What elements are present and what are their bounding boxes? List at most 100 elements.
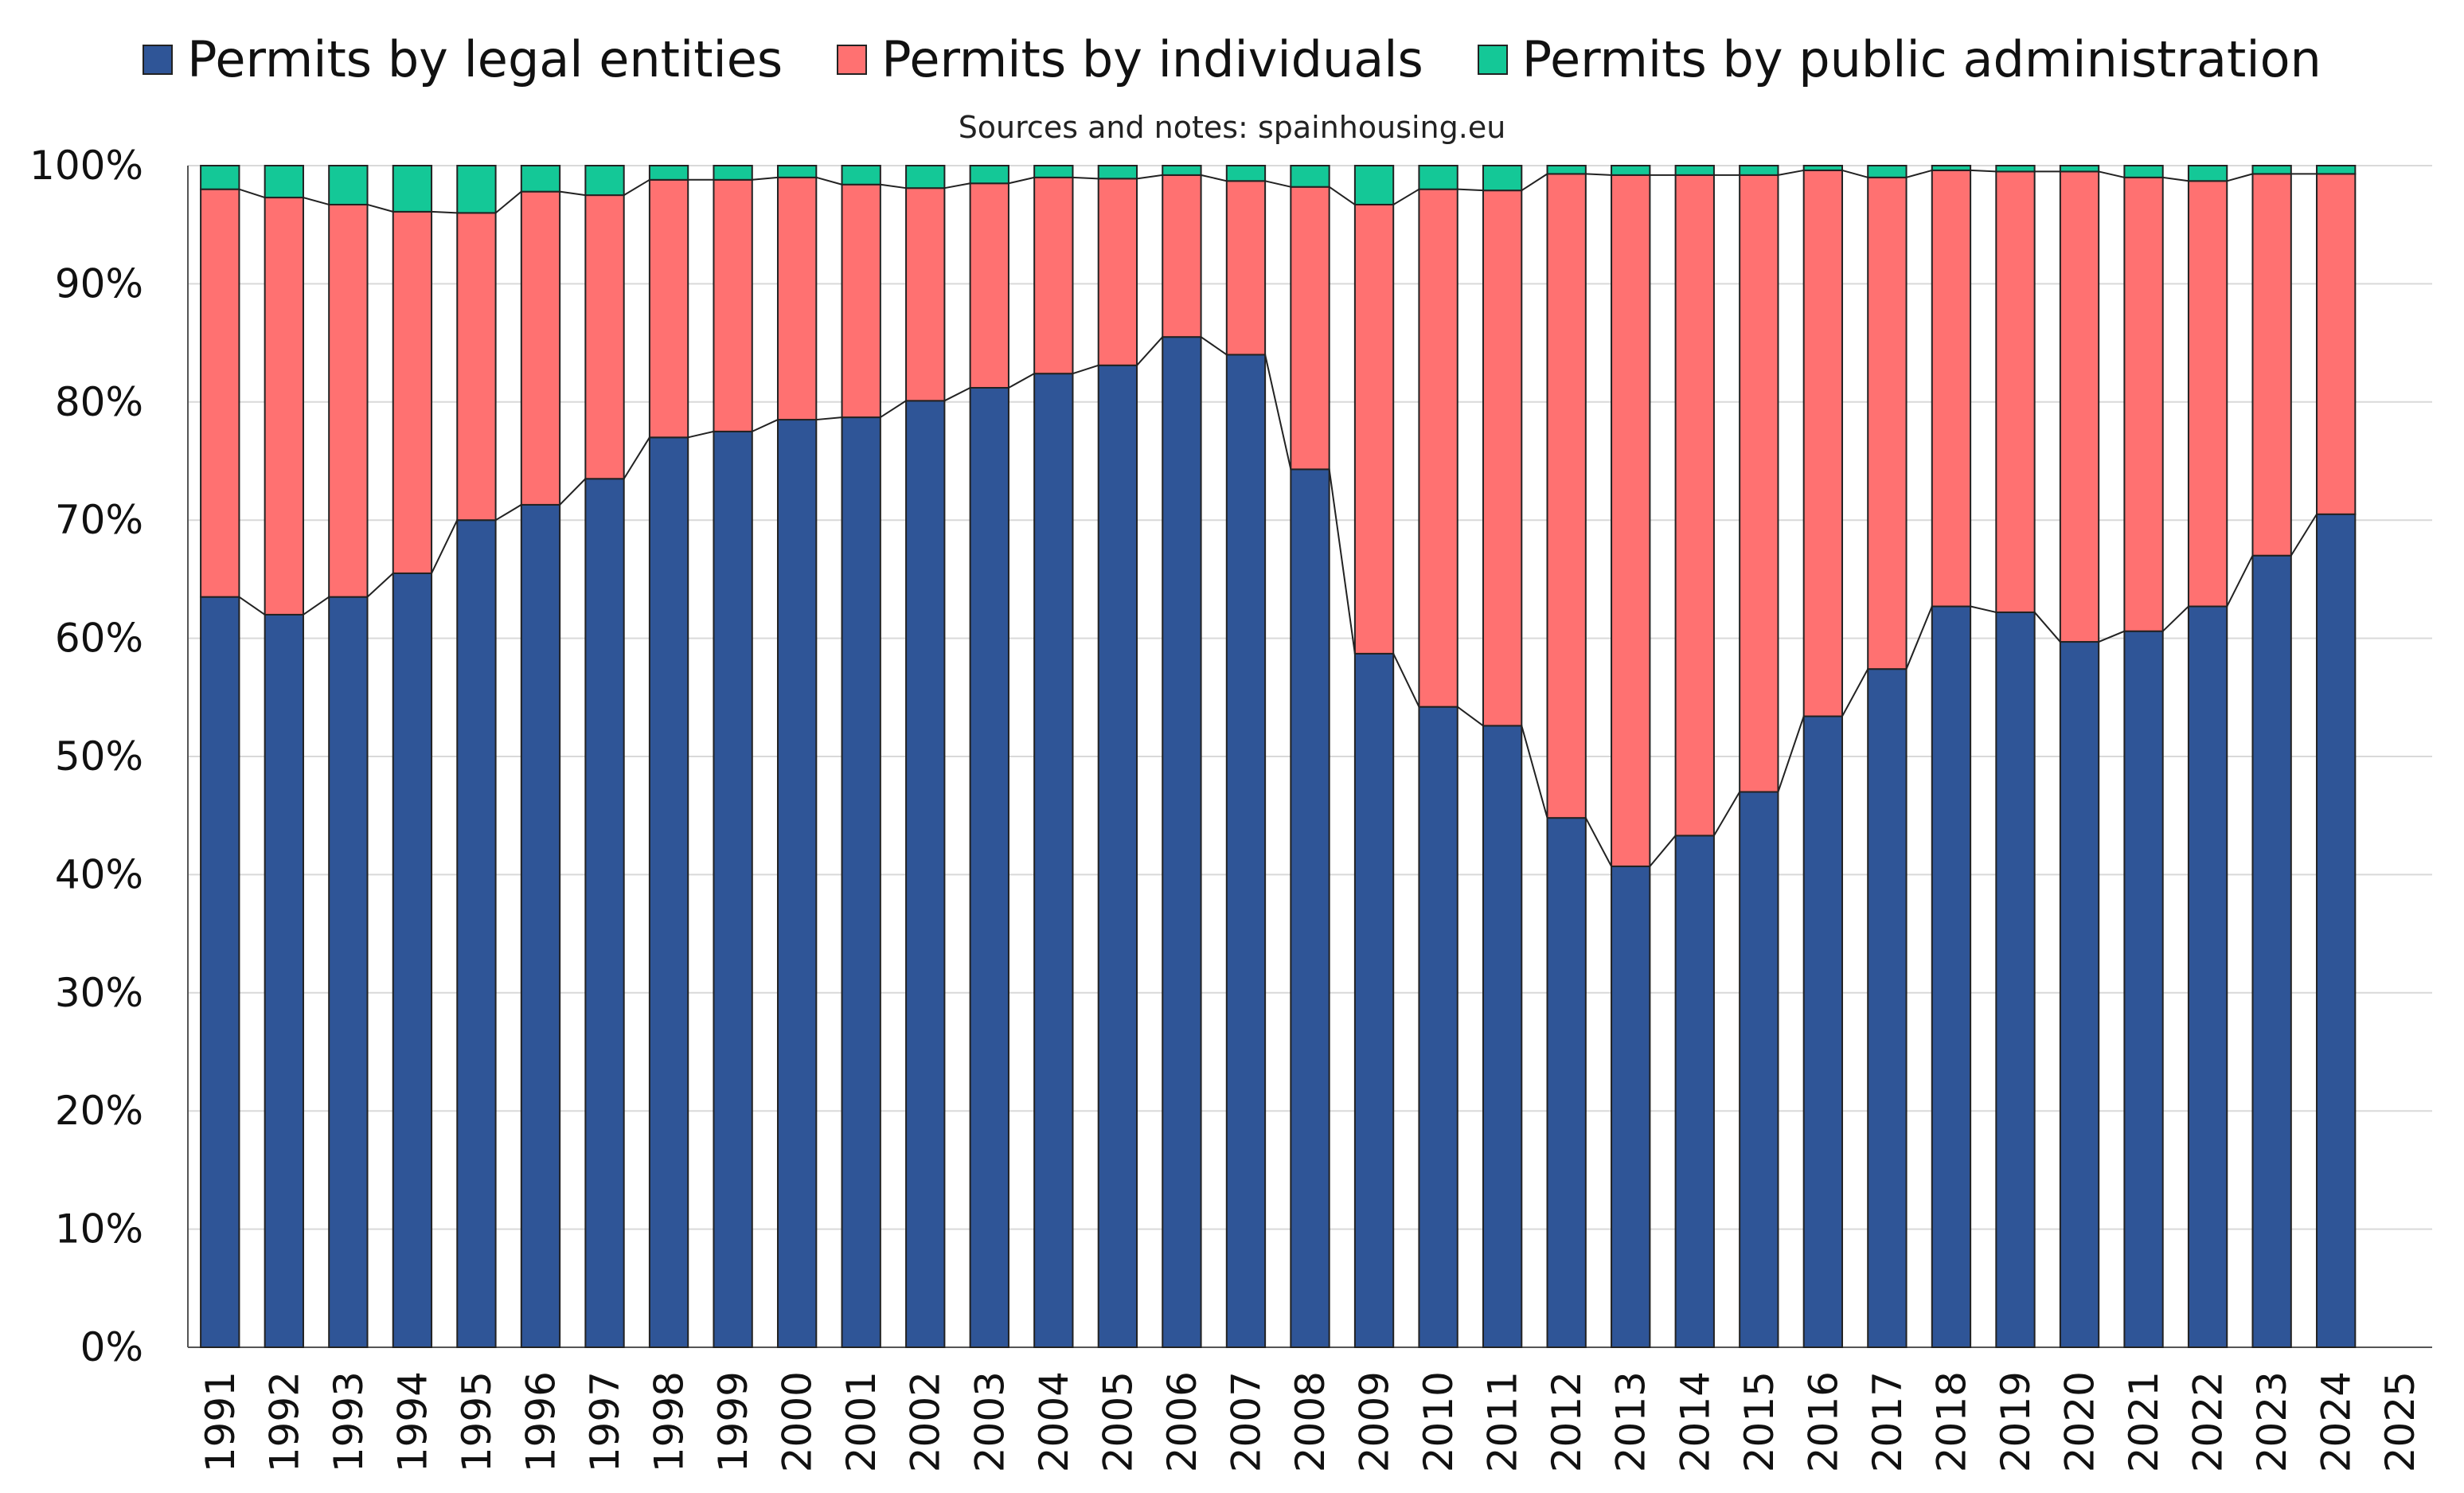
bar-segment: [648, 165, 689, 181]
series-connector: [239, 188, 265, 199]
bar-segment: [1611, 866, 1651, 1348]
bar-segment: [1931, 169, 1972, 608]
bar-segment: [1802, 169, 1844, 717]
series-connector: [816, 416, 842, 421]
bar-segment: [1097, 364, 1138, 1348]
series-connector: [2033, 612, 2061, 643]
bar-segment: [264, 613, 304, 1348]
bar-segment: [1225, 354, 1267, 1349]
legend-label: Permits by public administration: [1521, 30, 2321, 88]
series-connector: [623, 436, 650, 479]
legend-label: Permits by legal entities: [187, 30, 783, 88]
bar-segment: [713, 178, 753, 432]
y-tick-label: 10%: [55, 1206, 143, 1253]
bar-segment: [713, 430, 753, 1348]
series-connector: [1008, 373, 1035, 389]
series-connector: [1584, 817, 1612, 867]
bar-segment: [1033, 176, 1074, 375]
bar-segment: [456, 165, 497, 214]
series-connector: [431, 210, 458, 214]
series-connector: [943, 387, 971, 402]
legend-swatch-public-administration: [1477, 44, 1508, 75]
series-connector: [1201, 174, 1228, 182]
bar-segment: [1353, 165, 1395, 205]
bar-segment: [1225, 165, 1267, 182]
series-connector: [1777, 716, 1805, 792]
series-connector: [944, 182, 970, 190]
series-connector: [559, 478, 587, 506]
legend-item-individuals: Permits by individuals: [837, 30, 1423, 88]
x-tick-label: 1991: [197, 1371, 244, 1472]
bar-segment: [841, 183, 881, 419]
series-connector: [1264, 354, 1292, 470]
bar-segment: [1546, 173, 1587, 819]
bar-segment: [905, 187, 946, 402]
bar-segment: [520, 190, 561, 506]
bar-segment: [1867, 668, 1908, 1348]
bar-segment: [969, 386, 1009, 1349]
bar-segment: [456, 212, 497, 522]
bar-segment: [2251, 173, 2292, 557]
bar-segment: [2187, 165, 2228, 182]
y-tick-label: 100%: [29, 143, 143, 189]
x-tick-label: 2015: [1736, 1371, 1783, 1472]
x-tick-label: 2012: [1544, 1371, 1590, 1472]
x-tick-label: 2023: [2249, 1371, 2295, 1472]
bar-segment: [2123, 630, 2164, 1348]
bar-segment: [1611, 174, 1651, 868]
bar-segment: [2059, 170, 2100, 643]
bar-segment: [1995, 170, 2036, 613]
series-connector: [367, 204, 394, 213]
series-connector: [303, 596, 330, 616]
bar-segment: [1995, 611, 2036, 1348]
series-connector: [880, 400, 907, 418]
x-tick-label: 1999: [710, 1371, 756, 1472]
series-connector: [1392, 188, 1419, 205]
bar-segment: [776, 176, 818, 421]
bar-segment: [841, 165, 881, 186]
bar-segment: [905, 400, 946, 1348]
bar-segment: [1033, 373, 1074, 1349]
bar-segment: [584, 194, 625, 480]
series-connector: [1392, 653, 1420, 708]
series-connector: [880, 183, 907, 190]
bar-segment: [841, 416, 881, 1348]
y-tick-label: 0%: [80, 1324, 143, 1370]
x-tick-label: 1998: [646, 1371, 693, 1472]
series-connector: [1201, 336, 1228, 356]
bar-segment: [1353, 652, 1395, 1348]
series-connector: [1136, 336, 1163, 366]
x-tick-label: 2009: [1352, 1371, 1398, 1472]
x-tick-label: 2007: [1223, 1371, 1269, 1472]
x-tick-label: 2016: [1800, 1371, 1846, 1472]
x-tick-label: 1996: [517, 1371, 564, 1472]
bar-segment: [969, 182, 1009, 389]
bar-segment: [1867, 165, 1908, 178]
x-tick-label: 2020: [2057, 1371, 2103, 1472]
x-tick-label: 1994: [389, 1371, 435, 1472]
series-connector: [1264, 180, 1291, 188]
x-tick-label: 2002: [903, 1371, 949, 1472]
bar-segment: [1802, 165, 1844, 171]
legend-swatch-individuals: [837, 44, 868, 75]
series-connector: [1136, 174, 1163, 180]
x-tick-label: 2001: [838, 1371, 884, 1472]
bar-segment: [776, 419, 818, 1348]
bar-segment: [1674, 174, 1715, 837]
bar-segment: [1290, 186, 1330, 471]
series-connector: [2098, 170, 2125, 178]
bar-segment: [2059, 641, 2100, 1348]
series-connector: [688, 430, 714, 439]
x-tick-label: 2024: [2314, 1371, 2360, 1472]
x-tick-label: 2005: [1095, 1371, 1141, 1472]
y-tick-label: 90%: [55, 260, 143, 307]
x-tick-label: 2006: [1159, 1371, 1205, 1472]
bar-segment: [2123, 176, 2164, 632]
y-tick-label: 50%: [55, 733, 143, 780]
bar-segment: [456, 519, 497, 1349]
bar-segment: [2059, 165, 2100, 173]
legend: Permits by legal entities Permits by ind…: [0, 30, 2464, 88]
series-connector: [1906, 169, 1933, 178]
bar-segment: [1674, 834, 1715, 1348]
